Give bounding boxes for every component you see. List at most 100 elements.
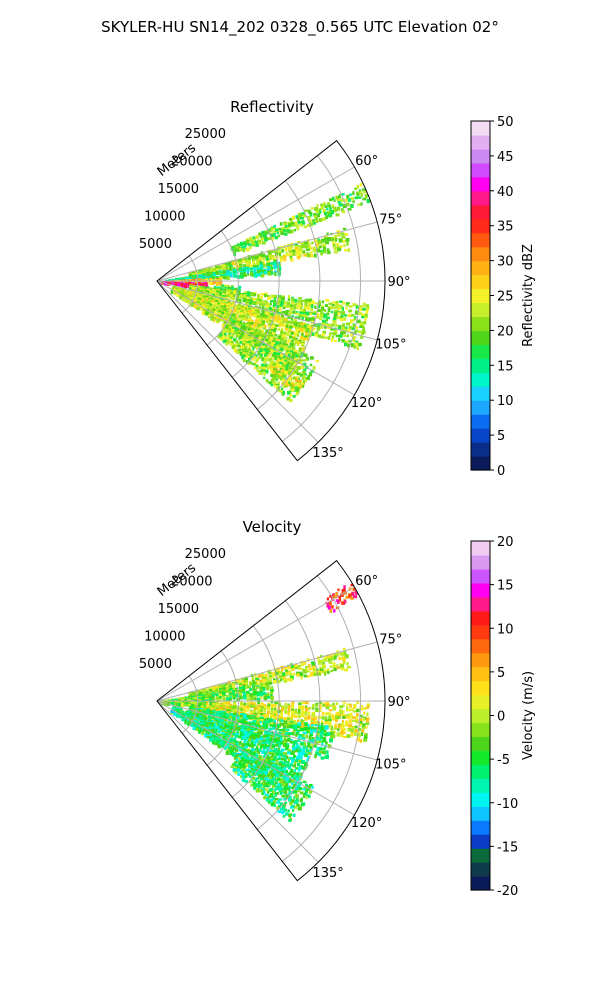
echo-cell [290,331,294,335]
echo-cell [259,691,264,696]
echo-cell [348,340,352,343]
echo-cell [279,678,283,682]
echo-cell [305,783,308,787]
echo-cell [195,289,200,292]
echo-cell [226,308,229,312]
echo-cell [285,771,288,775]
echo-cell [293,342,296,347]
echo-cell [292,791,295,794]
echo-cell [229,687,233,690]
echo-cell [268,321,272,325]
echo-cell [277,710,282,714]
echo-cell [201,310,205,315]
echo-cell [282,307,286,310]
echo-cell [253,324,257,328]
echo-cell [289,309,292,313]
echo-cell [252,302,257,305]
echo-cell [327,606,331,610]
echo-cell [304,317,309,322]
echo-cell [327,326,331,330]
echo-cell [298,385,303,389]
echo-cell [252,346,255,351]
echo-cell [291,353,295,358]
echo-cell [235,327,239,332]
echo-cell [286,774,289,778]
echo-cell [317,672,322,676]
echo-cell [232,296,235,300]
echo-cell [229,715,233,718]
echo-cell [339,334,343,338]
echo-cell [272,381,276,386]
echo-cell [273,357,277,361]
echo-cell [232,333,235,337]
echo-cell [270,714,275,718]
echo-cell [186,722,190,726]
echo-cell [265,725,268,729]
echo-cell [323,671,327,676]
echo-cell [294,320,298,324]
echo-cell [219,696,222,700]
echo-cell [362,723,366,728]
echo-cell [276,338,280,341]
echo-cell [322,666,326,669]
echo-cell [272,759,276,762]
echo-cell [239,351,243,356]
echo-cell [274,312,278,316]
echo-cell [323,314,326,319]
echo-cell [291,367,296,371]
echo-cell [302,788,306,791]
echo-cell [287,347,292,352]
echo-cell [250,715,253,719]
echo-cell [340,728,345,733]
echo-cell [188,272,193,275]
echo-cell [236,715,240,719]
echo-cell [283,736,287,740]
radial-tick-label: 15000 [158,182,199,197]
echo-cell [266,260,271,264]
echo-cell [238,720,243,724]
echo-cell [325,215,329,220]
echo-cell [204,306,207,310]
echo-cell [290,713,295,717]
echo-cell [351,327,355,331]
echo-cell [253,267,256,270]
echo-cell [295,249,300,254]
echo-cell [249,695,254,698]
echo-cell [295,224,299,228]
echo-cell [290,317,294,321]
echo-cell [289,388,293,393]
echo-cell [363,707,367,710]
echo-cell [327,336,331,340]
echo-cell [303,308,307,313]
echo-cell [348,719,352,723]
echo-cell [268,307,272,311]
echo-cell [319,732,323,736]
echo-cell [287,383,290,387]
echo-cell [287,758,291,762]
echo-cell [271,250,276,254]
echo-cell [261,338,264,342]
echo-cell [247,309,252,314]
echo-cell [252,339,257,344]
echo-cell [201,295,205,299]
echo-cell [364,733,368,737]
echo-cell [198,730,201,734]
echo-cell [311,320,315,324]
echo-cell [320,336,325,339]
echo-cell [229,309,233,313]
echo-cell [333,199,336,202]
echo-cell [277,747,280,752]
echo-cell [235,334,238,338]
echo-cell [316,248,320,253]
echo-cell [330,210,335,215]
echo-cell [313,253,317,258]
echo-cell [221,311,225,315]
echo-cell [240,726,244,730]
echo-cell [307,242,310,246]
echo-cell [337,248,342,252]
echo-cell [310,325,313,330]
echo-cell [309,667,313,671]
echo-cell [325,703,330,707]
colorbar-swatch [471,358,490,373]
echo-cell [335,711,340,716]
